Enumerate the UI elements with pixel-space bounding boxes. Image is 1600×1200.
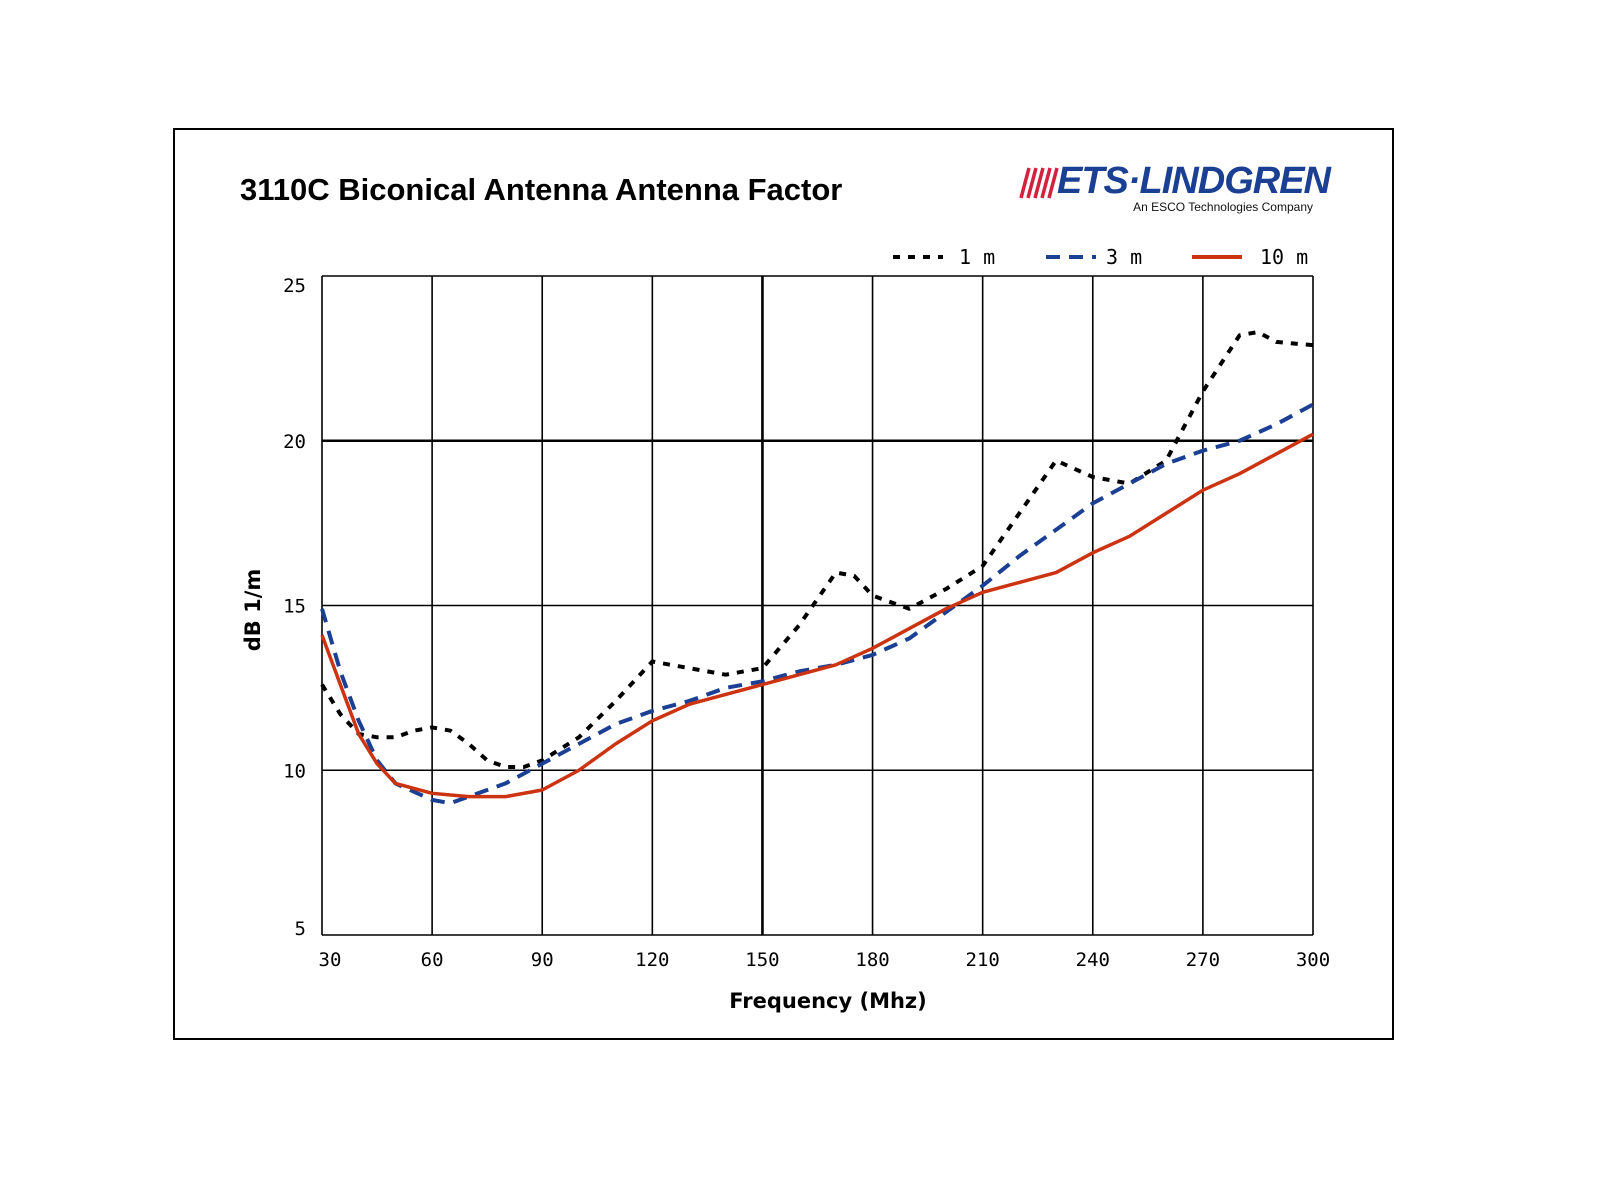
x-tick-label: 120: [635, 949, 669, 971]
y-tick-label: 20: [283, 431, 306, 453]
legend-label: 1 m: [959, 245, 995, 269]
x-tick-label: 150: [745, 949, 779, 971]
y-tick-label: 15: [283, 596, 306, 618]
x-tick-label: 210: [966, 949, 1000, 971]
x-tick-label: 240: [1076, 949, 1110, 971]
y-axis-label: dB 1/m: [241, 569, 265, 652]
x-tick-label: 180: [855, 949, 889, 971]
y-tick-label: 5: [295, 918, 306, 940]
y-tick-label: 25: [283, 275, 306, 297]
x-axis-label: Frequency (Mhz): [729, 989, 927, 1013]
logo-text: ETS·LINDGREN: [1057, 160, 1331, 202]
series-line-10m: [320, 432, 1314, 799]
chart-frame: [173, 128, 1394, 1040]
series-line-3m: [320, 402, 1314, 806]
ets-lindgren-logo: ETS·LINDGREN An ESCO Technologies Compan…: [1015, 160, 1331, 220]
chart-title: 3110C Biconical Antenna Antenna Factor: [240, 172, 843, 207]
x-tick-label: 30: [319, 949, 342, 971]
x-tick-label: 270: [1186, 949, 1220, 971]
signal-waves-icon: [1019, 167, 1059, 199]
y-tick-label: 10: [283, 760, 306, 782]
x-tick-label: 300: [1296, 949, 1330, 971]
legend-label: 10 m: [1260, 245, 1308, 269]
x-tick-label: 60: [421, 949, 444, 971]
logo-subtitle: An ESCO Technologies Company: [1133, 200, 1313, 214]
x-tick-label: 90: [531, 949, 554, 971]
series-line-1m: [320, 330, 1314, 769]
legend-label: 3 m: [1106, 245, 1142, 269]
